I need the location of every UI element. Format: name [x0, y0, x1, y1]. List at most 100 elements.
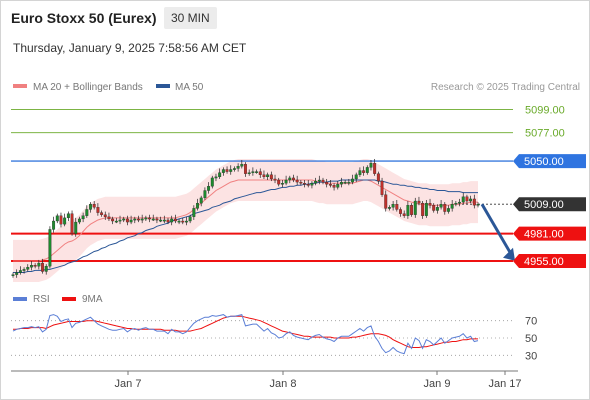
- candle-body: [92, 204, 96, 208]
- candle-body: [185, 220, 188, 223]
- candle-body: [421, 202, 425, 216]
- candle-body: [232, 168, 236, 170]
- legend-label-rsi: RSI: [33, 294, 50, 305]
- candle-body: [221, 169, 225, 173]
- candle-body: [280, 183, 284, 185]
- candle-body: [395, 204, 399, 210]
- candle-body: [37, 262, 41, 267]
- candle-body: [447, 208, 450, 212]
- candle-body: [303, 183, 306, 185]
- candle-body: [336, 184, 340, 188]
- candle-body: [140, 218, 144, 221]
- candle-body: [26, 267, 30, 270]
- candle-body: [240, 164, 244, 167]
- legend-swatch-ma20: [13, 84, 27, 88]
- candle-body: [100, 212, 104, 215]
- legend-swatch-ma50: [156, 84, 170, 88]
- candle-body: [461, 196, 465, 203]
- rsi-level-label: 70: [525, 316, 537, 328]
- bollinger-band: [13, 159, 478, 282]
- candle-body: [85, 209, 89, 216]
- chart-credit: Research © 2025 Trading Central: [431, 82, 580, 93]
- candle-body: [162, 219, 166, 222]
- candle-body: [325, 181, 329, 185]
- candle-body: [472, 198, 476, 206]
- price-label-support: 4955.00: [524, 256, 564, 268]
- candle-body: [148, 217, 151, 220]
- candle-body: [321, 179, 325, 183]
- candle-body: [340, 181, 343, 185]
- chart-title: Euro Stoxx 50 (Eurex): [11, 10, 157, 26]
- candle-body: [129, 219, 133, 223]
- candle-body: [376, 173, 380, 182]
- timeframe-button[interactable]: 30 MIN: [164, 7, 217, 29]
- candle-body: [52, 220, 56, 230]
- candle-body: [273, 178, 277, 181]
- price-label-target: 5099.00: [525, 105, 565, 117]
- candle-body: [266, 174, 270, 178]
- candle-body: [251, 171, 255, 173]
- candle-body: [207, 186, 211, 191]
- candle-body: [199, 197, 203, 204]
- candle-body: [399, 209, 402, 214]
- candle-body: [358, 170, 362, 175]
- candle-body: [192, 208, 196, 217]
- candle-body: [295, 179, 299, 183]
- candle-body: [317, 179, 321, 182]
- ma50-line: [13, 179, 478, 273]
- candle-body: [70, 213, 74, 234]
- candle-body: [181, 220, 185, 223]
- candle-body: [262, 174, 266, 178]
- candle-body: [111, 218, 115, 222]
- candle-body: [225, 169, 229, 172]
- candle-body: [454, 202, 458, 205]
- candle-body: [410, 205, 414, 215]
- candle-body: [255, 171, 259, 173]
- candle-body: [151, 218, 155, 221]
- price-tag-support: [513, 253, 586, 268]
- candle-body: [122, 218, 126, 221]
- x-tick-label: Jan 17: [488, 378, 521, 390]
- legend-swatch-rsi: [13, 297, 27, 301]
- candle-body: [432, 205, 436, 211]
- chart-header: Euro Stoxx 50 (Eurex) 30 MIN: [0, 0, 590, 36]
- candle-body: [74, 221, 78, 234]
- candle-body: [22, 269, 26, 271]
- candle-body: [118, 219, 122, 222]
- candle-body: [277, 179, 281, 185]
- rsi-level-label: 30: [525, 350, 537, 362]
- candle-body: [387, 207, 391, 209]
- price-label-last: 5009.00: [524, 199, 564, 211]
- candle-body: [402, 213, 406, 216]
- candle-body: [188, 216, 192, 222]
- candle-body: [137, 218, 140, 221]
- candle-body: [210, 177, 214, 187]
- forecast-arrow-head: [503, 247, 515, 261]
- candle-body: [413, 200, 417, 215]
- candle-body: [476, 204, 480, 206]
- candle-body: [288, 177, 292, 181]
- candle-body: [284, 179, 288, 184]
- chart-datetime: Thursday, January 9, 2025 7:58:56 AM CET: [13, 41, 247, 55]
- candle-body: [133, 218, 137, 221]
- candle-body: [306, 184, 310, 186]
- price-label-target: 5077.00: [525, 128, 565, 140]
- candle-body: [310, 183, 314, 186]
- candle-body: [66, 213, 70, 219]
- candle-body: [63, 217, 67, 225]
- rsi-level-label: 50: [525, 333, 537, 345]
- candle-body: [299, 181, 303, 184]
- candle-body: [292, 177, 295, 181]
- candle-body: [244, 164, 247, 174]
- candle-body: [380, 180, 384, 195]
- candle-body: [365, 167, 369, 173]
- candle-body: [428, 202, 432, 206]
- candle-body: [107, 216, 111, 220]
- candle-body: [155, 218, 159, 221]
- candle-body: [59, 215, 63, 225]
- candle-body: [18, 270, 22, 273]
- candle-body: [450, 204, 454, 209]
- candle-body: [351, 178, 354, 183]
- candle-body: [114, 220, 118, 223]
